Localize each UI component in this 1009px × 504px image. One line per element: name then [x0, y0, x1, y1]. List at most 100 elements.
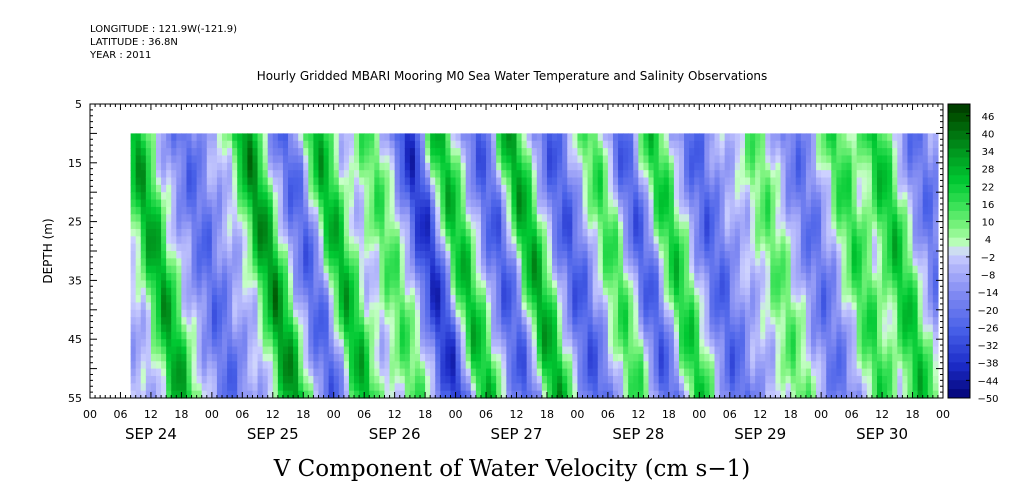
heatmap-cell	[166, 170, 172, 179]
heatmap-cell	[491, 368, 497, 377]
heatmap-cell	[298, 339, 304, 348]
heatmap-cell	[755, 287, 761, 296]
heatmap-cell	[475, 295, 482, 304]
heatmap-cell	[404, 287, 411, 296]
heatmap-cell	[536, 192, 543, 201]
heatmap-cell	[338, 243, 345, 252]
heatmap-cell	[130, 251, 137, 259]
heatmap-cell	[678, 265, 685, 274]
heatmap-cell	[272, 273, 279, 281]
heatmap-cell	[480, 133, 487, 142]
heatmap-cell	[298, 199, 304, 208]
heatmap-cell	[354, 317, 360, 326]
heatmap-cell	[150, 302, 157, 311]
heatmap-cell	[425, 361, 431, 370]
heatmap-cell	[526, 251, 533, 259]
heatmap-cell	[810, 287, 817, 296]
heatmap-cell	[572, 184, 579, 193]
heatmap-cell	[567, 280, 573, 289]
heatmap-cell	[653, 214, 660, 223]
heatmap-cell	[272, 199, 279, 208]
heatmap-cell	[541, 170, 548, 179]
heatmap-cell	[805, 339, 812, 348]
heatmap-cell	[750, 170, 756, 179]
heatmap-cell	[282, 287, 289, 296]
heatmap-cell	[440, 221, 447, 230]
heatmap-cell	[425, 339, 431, 348]
heatmap-cell	[374, 214, 381, 223]
heatmap-cell	[338, 258, 345, 267]
heatmap-cell	[440, 199, 447, 208]
heatmap-cell	[414, 251, 421, 259]
heatmap-cell	[150, 324, 157, 333]
heatmap-cell	[612, 177, 619, 186]
heatmap-cell	[785, 317, 792, 326]
heatmap-cell	[552, 221, 558, 230]
heatmap-cell	[577, 309, 584, 318]
heatmap-cell	[719, 148, 726, 157]
heatmap-cell	[323, 170, 330, 179]
heatmap-cell	[399, 214, 406, 223]
heatmap-cell	[282, 361, 289, 370]
heatmap-cell	[658, 302, 665, 311]
heatmap-cell	[420, 214, 426, 223]
heatmap-cell	[826, 317, 832, 326]
heatmap-cell	[227, 236, 233, 245]
heatmap-cell	[618, 309, 624, 318]
heatmap-cell	[755, 192, 761, 201]
heatmap-cell	[145, 221, 152, 230]
heatmap-cell	[704, 383, 711, 392]
heatmap-cell	[186, 317, 193, 326]
heatmap-cell	[156, 251, 162, 259]
heatmap-cell	[587, 133, 594, 142]
heatmap-cell	[267, 206, 274, 215]
heatmap-cell	[288, 280, 294, 289]
heatmap-cell	[475, 383, 482, 392]
heatmap-cell	[308, 214, 315, 223]
heatmap-cell	[689, 199, 695, 208]
heatmap-cell	[678, 368, 685, 377]
heatmap-cell	[460, 331, 467, 340]
heatmap-cell	[816, 214, 822, 223]
heatmap-cell	[785, 236, 792, 245]
heatmap-cell	[790, 295, 797, 304]
heatmap-cell	[567, 243, 573, 252]
heatmap-cell	[399, 375, 406, 384]
heatmap-cell	[486, 199, 492, 208]
heatmap-cell	[232, 295, 238, 304]
heatmap-cell	[810, 133, 817, 142]
heatmap-cell	[602, 258, 609, 267]
heatmap-cell	[648, 258, 655, 267]
heatmap-cell	[810, 331, 817, 340]
heatmap-cell	[161, 140, 167, 149]
heatmap-cell	[496, 214, 502, 223]
heatmap-cell	[668, 265, 675, 274]
heatmap-cell	[800, 214, 807, 223]
heatmap-cell	[354, 353, 360, 362]
heatmap-cell	[288, 295, 294, 304]
heatmap-cell	[821, 236, 827, 245]
heatmap-cell	[536, 361, 543, 370]
heatmap-cell	[262, 309, 269, 318]
heatmap-cell	[150, 361, 157, 370]
heatmap-cell	[262, 280, 269, 289]
heatmap-cell	[729, 361, 736, 370]
heatmap-cell	[511, 184, 518, 193]
heatmap-cell	[354, 295, 360, 304]
heatmap-cell	[663, 273, 670, 281]
heatmap-cell	[272, 317, 279, 326]
heatmap-cell	[618, 162, 624, 171]
heatmap-cell	[724, 148, 731, 157]
heatmap-cell	[232, 177, 238, 186]
heatmap-cell	[506, 155, 513, 164]
heatmap-cell	[430, 353, 436, 362]
heatmap-cell	[252, 324, 259, 333]
heatmap-cell	[150, 331, 157, 340]
heatmap-cell	[521, 184, 528, 193]
heatmap-cell	[237, 295, 243, 304]
heatmap-cell	[171, 383, 177, 392]
heatmap-cell	[724, 265, 731, 274]
heatmap-cell	[196, 199, 203, 208]
heatmap-cell	[618, 302, 624, 311]
heatmap-cell	[242, 214, 248, 223]
